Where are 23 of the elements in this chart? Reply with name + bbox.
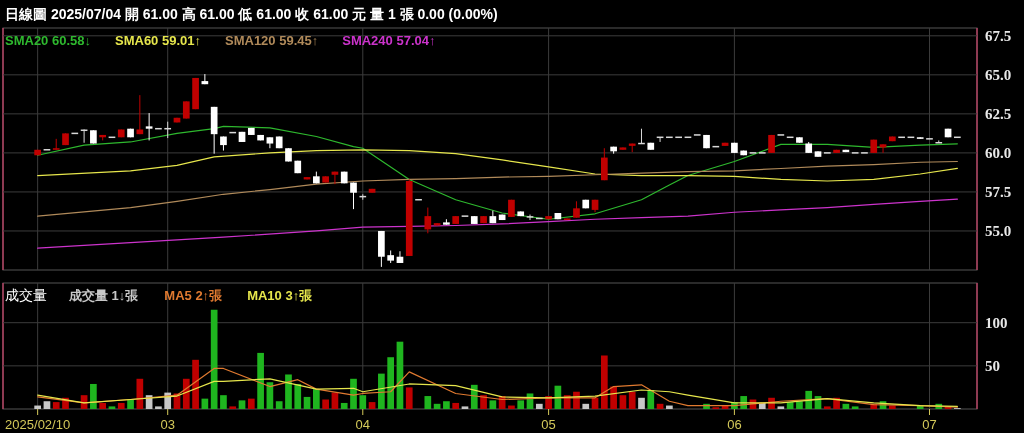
chart-title: 日線圖 2025/07/04 開 61.00 高 61.00 低 61.00 收 61.00 元 量 1 張 0.00 (0.00%) <box>5 6 498 22</box>
y-tick-label: 100 <box>985 314 1008 331</box>
text: SMA240 57.04↑ <box>342 32 436 48</box>
text: 成交量 1↓張 <box>68 287 140 303</box>
x-tick-label: 07 <box>922 417 937 432</box>
y-tick-label: 55.0 <box>985 222 1012 239</box>
y-tick-label: 50 <box>985 357 1000 374</box>
x-tick-label: 04 <box>355 417 371 432</box>
y-tick-label: 57.5 <box>985 183 1012 200</box>
y-tick-label: 62.5 <box>985 105 1012 122</box>
text: SMA60 59.01↑ <box>115 32 201 48</box>
x-tick-label: 06 <box>727 417 742 432</box>
x-tick-label: 03 <box>160 417 175 432</box>
x-tick-label: 05 <box>541 417 556 432</box>
y-tick-label: 67.5 <box>985 27 1012 44</box>
text: SMA20 60.58↓ <box>5 32 91 48</box>
y-tick-label: 60.0 <box>985 144 1012 161</box>
chart-title: 成交量 <box>5 287 47 303</box>
x-tick-label: 2025/02/10 <box>5 417 71 432</box>
y-tick-label: 65.0 <box>985 66 1012 83</box>
text: SMA120 59.45↑ <box>225 32 319 48</box>
text: MA10 3↑張 <box>247 287 314 303</box>
text: MA5 2↑張 <box>164 287 224 303</box>
